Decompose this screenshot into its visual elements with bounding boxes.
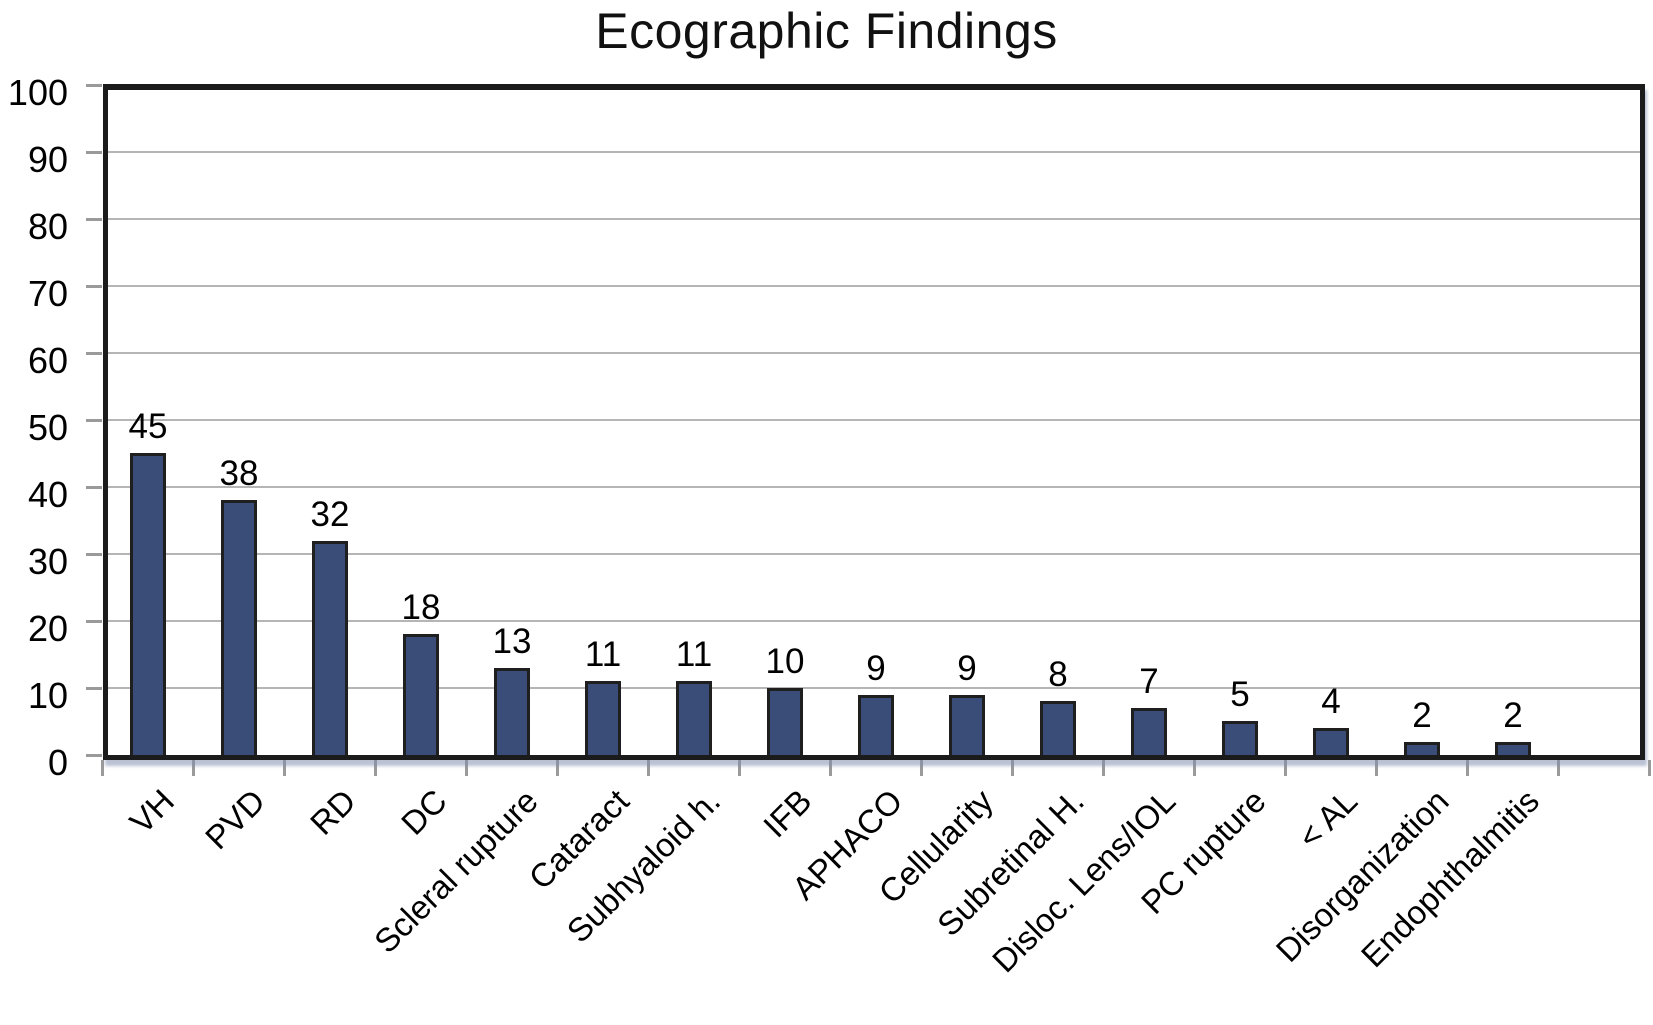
bar (1222, 721, 1258, 758)
x-category-label: VH (122, 782, 182, 841)
bar-value-label: 38 (219, 454, 259, 493)
y-axis-tick (86, 419, 102, 422)
x-category-label: < AL (1290, 782, 1365, 856)
bar (1313, 728, 1349, 758)
bar-value-label: 9 (866, 649, 886, 688)
y-axis-tick-label: 50 (27, 407, 68, 448)
y-axis-tick-label: 0 (47, 742, 68, 783)
y-axis-tick-label: 90 (27, 139, 68, 180)
bar-value-label: 10 (765, 642, 805, 681)
gridline (105, 218, 1643, 220)
x-category-label: DC (394, 782, 455, 842)
y-axis-tick (86, 352, 102, 355)
x-axis-tick (465, 760, 468, 776)
gridline (105, 687, 1643, 689)
x-axis-tick (1466, 760, 1469, 776)
x-axis-tick (1102, 760, 1105, 776)
y-axis-tick-label: 10 (27, 675, 68, 716)
y-axis-tick-label: 60 (27, 340, 68, 381)
bar (221, 500, 257, 758)
y-axis-tick (86, 687, 102, 690)
gridline (105, 151, 1643, 153)
x-axis-tick (283, 760, 286, 776)
y-axis-tick-label: 70 (27, 273, 68, 314)
bar-value-label: 7 (1139, 662, 1159, 701)
bar-value-label: 32 (310, 495, 350, 534)
bar-value-label: 9 (957, 649, 977, 688)
bar-value-label: 2 (1412, 696, 1432, 735)
x-category-label: PVD (198, 782, 273, 857)
bar (1495, 742, 1531, 758)
bar (1131, 708, 1167, 758)
y-axis-tick-label: 80 (27, 206, 68, 247)
bar (130, 453, 166, 758)
x-axis-tick (1375, 760, 1378, 776)
y-axis-tick (86, 754, 102, 757)
x-category-label: IFB (755, 782, 819, 845)
x-axis-tick (101, 760, 104, 776)
bar-value-label: 2 (1503, 696, 1523, 735)
bar (585, 681, 621, 758)
x-axis-tick (1648, 760, 1651, 776)
x-category-label: RD (303, 782, 364, 842)
bar-value-label: 8 (1048, 655, 1068, 694)
bar (676, 681, 712, 758)
y-axis-tick (86, 486, 102, 489)
y-axis-tick (86, 84, 102, 87)
x-axis-tick (1284, 760, 1287, 776)
x-axis-tick (192, 760, 195, 776)
bar-value-label: 18 (401, 588, 441, 627)
x-category-label: Scleral rupture (367, 782, 546, 960)
gridline (105, 419, 1643, 421)
gridline (105, 620, 1643, 622)
bar (312, 541, 348, 758)
gridline (105, 486, 1643, 488)
bar-value-label: 11 (675, 635, 713, 674)
bar (949, 695, 985, 758)
bar-value-label: 13 (492, 622, 532, 661)
y-axis-tick (86, 553, 102, 556)
y-axis-tick (86, 620, 102, 623)
x-axis-tick (1011, 760, 1014, 776)
y-axis-tick-label: 40 (27, 474, 68, 515)
y-axis-tick (86, 218, 102, 221)
bar-value-label: 5 (1230, 675, 1250, 714)
x-axis-tick (738, 760, 741, 776)
y-axis-tick-label: 20 (27, 608, 68, 649)
gridline (105, 553, 1643, 555)
x-axis-tick (920, 760, 923, 776)
x-axis-tick (374, 760, 377, 776)
bar (858, 695, 894, 758)
x-axis-tick (829, 760, 832, 776)
bar-value-label: 11 (584, 635, 622, 674)
x-axis-tick (1193, 760, 1196, 776)
bar (1404, 742, 1440, 758)
y-axis-tick (86, 285, 102, 288)
gridline (105, 285, 1643, 287)
y-axis-tick-label: 30 (27, 541, 68, 582)
x-axis-tick (1557, 760, 1560, 776)
bar (494, 668, 530, 758)
bar-value-label: 4 (1321, 682, 1341, 721)
y-axis-tick-label: 100 (7, 72, 68, 113)
y-axis-tick (86, 151, 102, 154)
x-axis-tick (556, 760, 559, 776)
chart-title: Ecographic Findings (595, 3, 1058, 59)
x-axis-tick (647, 760, 650, 776)
bar (767, 688, 803, 758)
bar (403, 634, 439, 758)
bar-value-label: 45 (128, 407, 168, 446)
bar (1040, 701, 1076, 758)
gridline (105, 352, 1643, 354)
